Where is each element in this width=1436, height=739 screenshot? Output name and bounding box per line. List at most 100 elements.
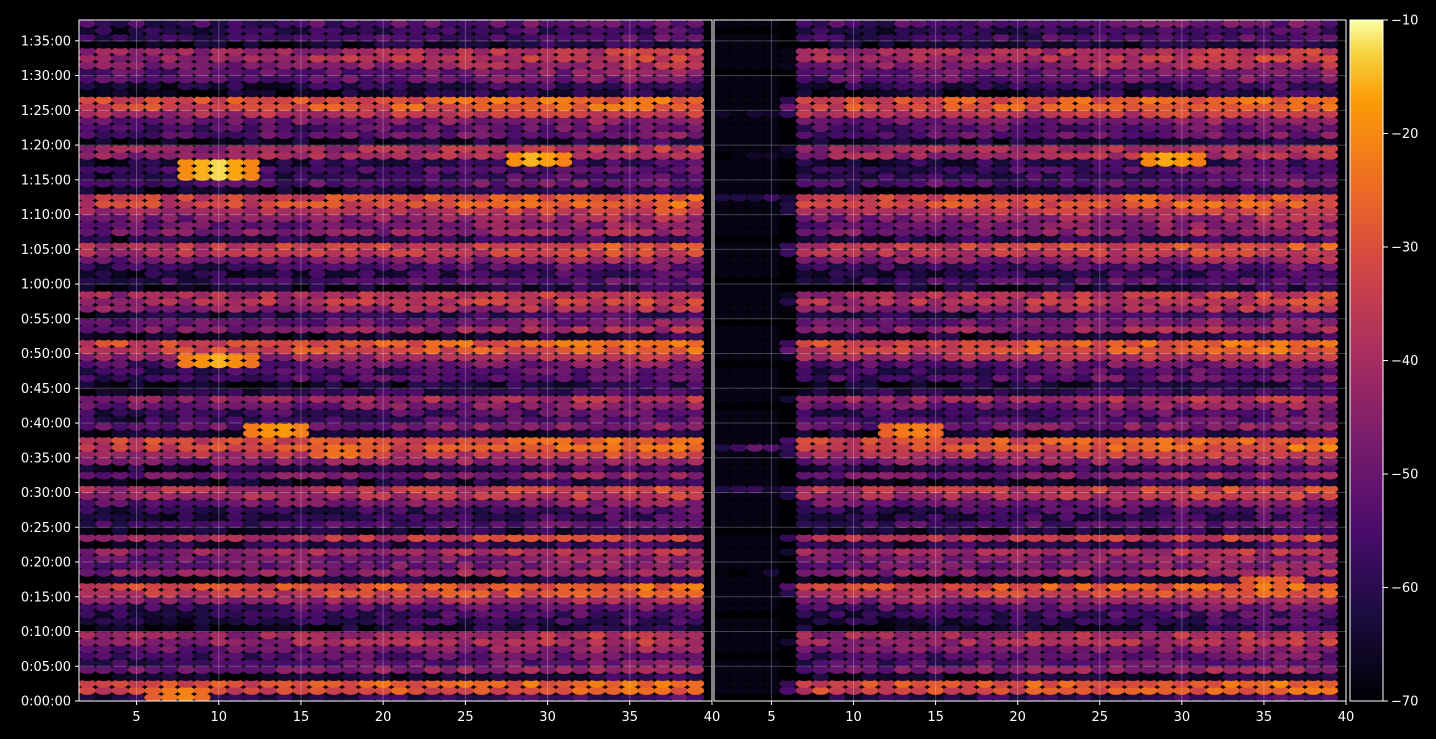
heat-cell — [160, 658, 178, 668]
heat-cell — [407, 74, 425, 84]
heat-cell — [341, 422, 359, 431]
heat-cell — [621, 429, 639, 438]
heat-cell — [1304, 672, 1322, 682]
heat-cell — [1009, 665, 1027, 675]
heat-cell — [1173, 609, 1191, 619]
heat-cell — [243, 616, 261, 626]
heat-cell — [1107, 623, 1125, 633]
heat-cell — [555, 158, 573, 167]
heat-cell — [111, 561, 129, 570]
heat-cell — [687, 679, 705, 688]
heat-cell — [812, 575, 830, 584]
heat-cell — [844, 686, 863, 695]
heat-cell — [489, 262, 507, 272]
heat-cell — [506, 234, 524, 244]
heat-cell — [374, 137, 392, 146]
heat-cell — [714, 568, 731, 577]
heat-cell — [959, 637, 978, 647]
heat-cell — [374, 373, 392, 383]
heat-cell — [226, 415, 244, 424]
heat-cell — [555, 213, 573, 223]
heat-cell — [473, 324, 491, 334]
heat-cell — [1140, 651, 1158, 661]
heat-cell — [506, 651, 524, 661]
heat-cell — [489, 269, 507, 278]
heat-cell — [177, 26, 195, 35]
heat-cell — [779, 491, 797, 501]
heat-cell — [992, 609, 1010, 619]
heat-cell — [292, 595, 310, 605]
heat-cell — [325, 373, 343, 383]
heat-cell — [95, 568, 113, 577]
heat-cell — [1124, 658, 1142, 668]
heat-cell — [456, 269, 474, 278]
heat-cell — [275, 380, 294, 390]
heat-cell — [341, 443, 359, 452]
heat-cell — [308, 26, 326, 35]
heat-cell — [127, 672, 146, 682]
heat-cell — [539, 310, 557, 320]
heat-cell — [506, 95, 524, 105]
heat-cell — [959, 644, 978, 654]
heat-cell — [1058, 512, 1076, 522]
heat-cell — [588, 227, 606, 237]
heat-cell — [440, 130, 458, 140]
heat-cell — [275, 352, 294, 362]
heat-cell — [292, 359, 310, 369]
heat-cell — [861, 637, 879, 647]
heat-cell — [308, 401, 326, 411]
heat-cell — [95, 693, 113, 701]
heat-cell — [621, 568, 639, 577]
heat-cell — [226, 352, 244, 362]
heat-cell — [193, 33, 211, 42]
heat-cell — [111, 74, 129, 84]
heat-cell — [670, 81, 688, 91]
heat-cell — [308, 575, 326, 584]
heat-cell — [111, 540, 129, 549]
heat-cell — [489, 109, 507, 119]
heat-cell — [992, 658, 1010, 668]
heat-cell — [341, 540, 359, 549]
heat-cell — [812, 665, 830, 675]
heat-cell — [177, 345, 195, 355]
heat-cell — [325, 651, 343, 661]
heat-cell — [539, 276, 557, 285]
heat-cell — [539, 158, 557, 167]
heat-cell — [440, 297, 458, 306]
heat-cell — [976, 672, 994, 682]
heat-cell — [506, 359, 524, 369]
heat-cell — [210, 408, 228, 417]
heat-cell — [714, 679, 731, 688]
heat-cell — [588, 415, 606, 424]
heat-cell — [1041, 623, 1060, 633]
heat-cell — [325, 88, 343, 98]
heat-cell — [555, 505, 573, 515]
heat-cell — [226, 456, 244, 466]
heat-cell — [489, 88, 507, 98]
heat-cell — [210, 436, 228, 445]
heat-cell — [193, 637, 211, 647]
heat-cell — [539, 665, 557, 675]
heat-cell — [1206, 491, 1224, 501]
heat-cell — [243, 463, 261, 473]
heat-cell — [144, 20, 162, 28]
heat-cell — [308, 297, 326, 306]
heat-cell — [193, 547, 211, 556]
heat-cell — [193, 95, 211, 105]
heat-cell — [539, 526, 557, 536]
heat-cell — [160, 39, 178, 49]
heat-cell — [473, 408, 491, 417]
heat-cell — [292, 297, 310, 306]
heat-cell — [1173, 637, 1191, 647]
heat-cell — [341, 505, 359, 515]
heat-cell — [506, 547, 524, 556]
heat-cell — [844, 693, 863, 701]
heat-cell — [670, 679, 688, 688]
heat-cell — [341, 588, 359, 598]
heat-cell — [275, 297, 294, 306]
heat-cell — [95, 178, 113, 188]
heat-cell — [588, 60, 606, 70]
heat-cell — [473, 220, 491, 230]
heat-cell — [210, 693, 228, 701]
heat-cell — [160, 60, 178, 70]
